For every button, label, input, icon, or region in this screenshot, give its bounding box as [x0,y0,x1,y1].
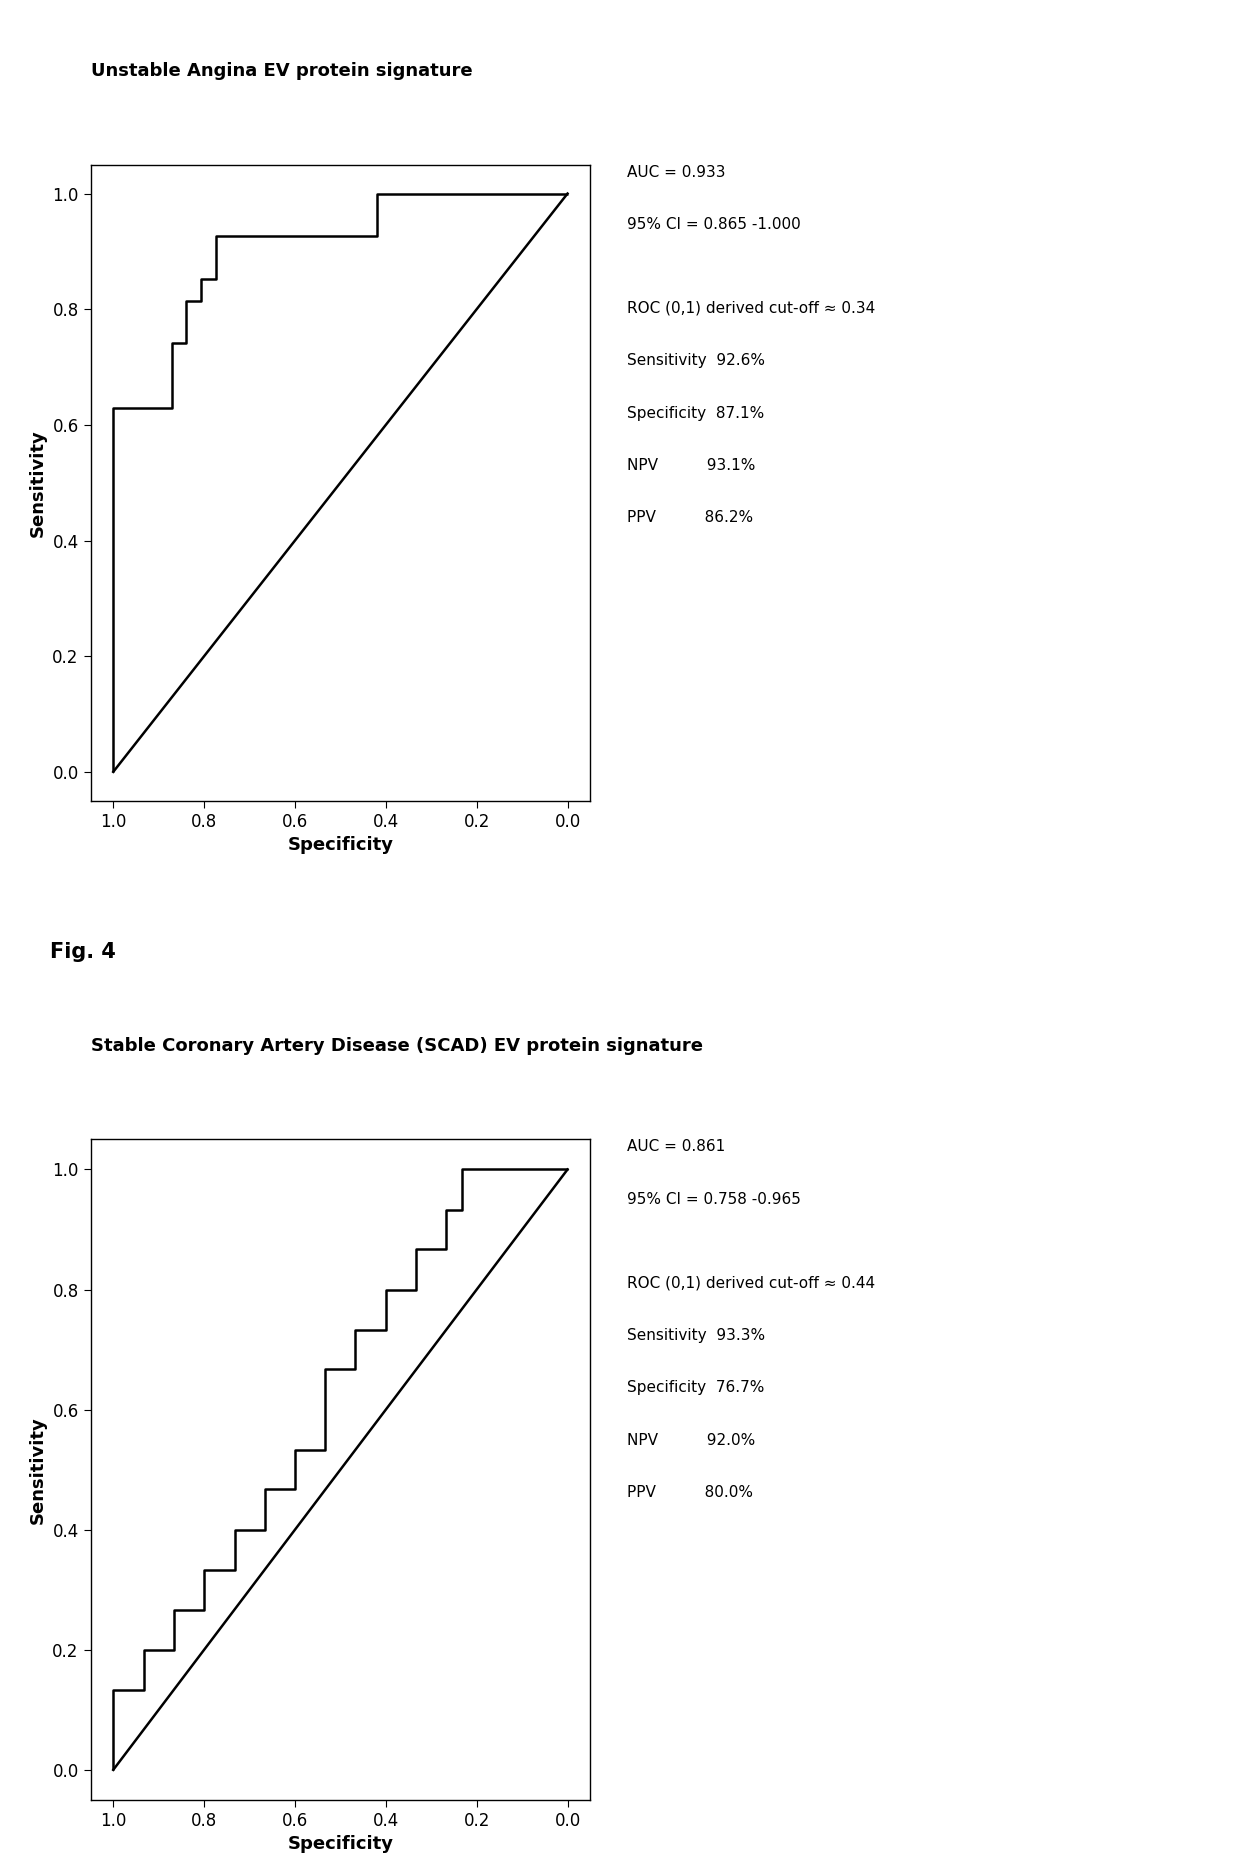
Y-axis label: Sensitivity: Sensitivity [29,1416,47,1523]
Text: NPV          92.0%: NPV 92.0% [627,1433,755,1448]
X-axis label: Specificity: Specificity [288,836,393,855]
Text: NPV          93.1%: NPV 93.1% [627,458,756,473]
Text: 95% CI = 0.758 -0.965: 95% CI = 0.758 -0.965 [627,1192,801,1207]
Text: AUC = 0.933: AUC = 0.933 [627,165,725,180]
Text: Sensitivity  93.3%: Sensitivity 93.3% [627,1328,765,1343]
Text: Specificity  87.1%: Specificity 87.1% [627,406,765,421]
Text: Specificity  76.7%: Specificity 76.7% [627,1381,765,1396]
Text: 95% CI = 0.865 -1.000: 95% CI = 0.865 -1.000 [627,217,801,232]
X-axis label: Specificity: Specificity [288,1835,393,1854]
Text: ROC (0,1) derived cut-off ≈ 0.44: ROC (0,1) derived cut-off ≈ 0.44 [627,1276,875,1291]
Text: PPV          80.0%: PPV 80.0% [627,1486,754,1501]
Text: Unstable Angina EV protein signature: Unstable Angina EV protein signature [91,62,472,80]
Text: ROC (0,1) derived cut-off ≈ 0.34: ROC (0,1) derived cut-off ≈ 0.34 [627,301,875,316]
Text: Stable Coronary Artery Disease (SCAD) EV protein signature: Stable Coronary Artery Disease (SCAD) EV… [91,1037,703,1055]
Y-axis label: Sensitivity: Sensitivity [29,428,47,537]
Text: AUC = 0.861: AUC = 0.861 [627,1139,725,1154]
Text: Fig. 4: Fig. 4 [50,941,115,962]
Text: Sensitivity  92.6%: Sensitivity 92.6% [627,354,765,369]
Text: PPV          86.2%: PPV 86.2% [627,511,754,526]
